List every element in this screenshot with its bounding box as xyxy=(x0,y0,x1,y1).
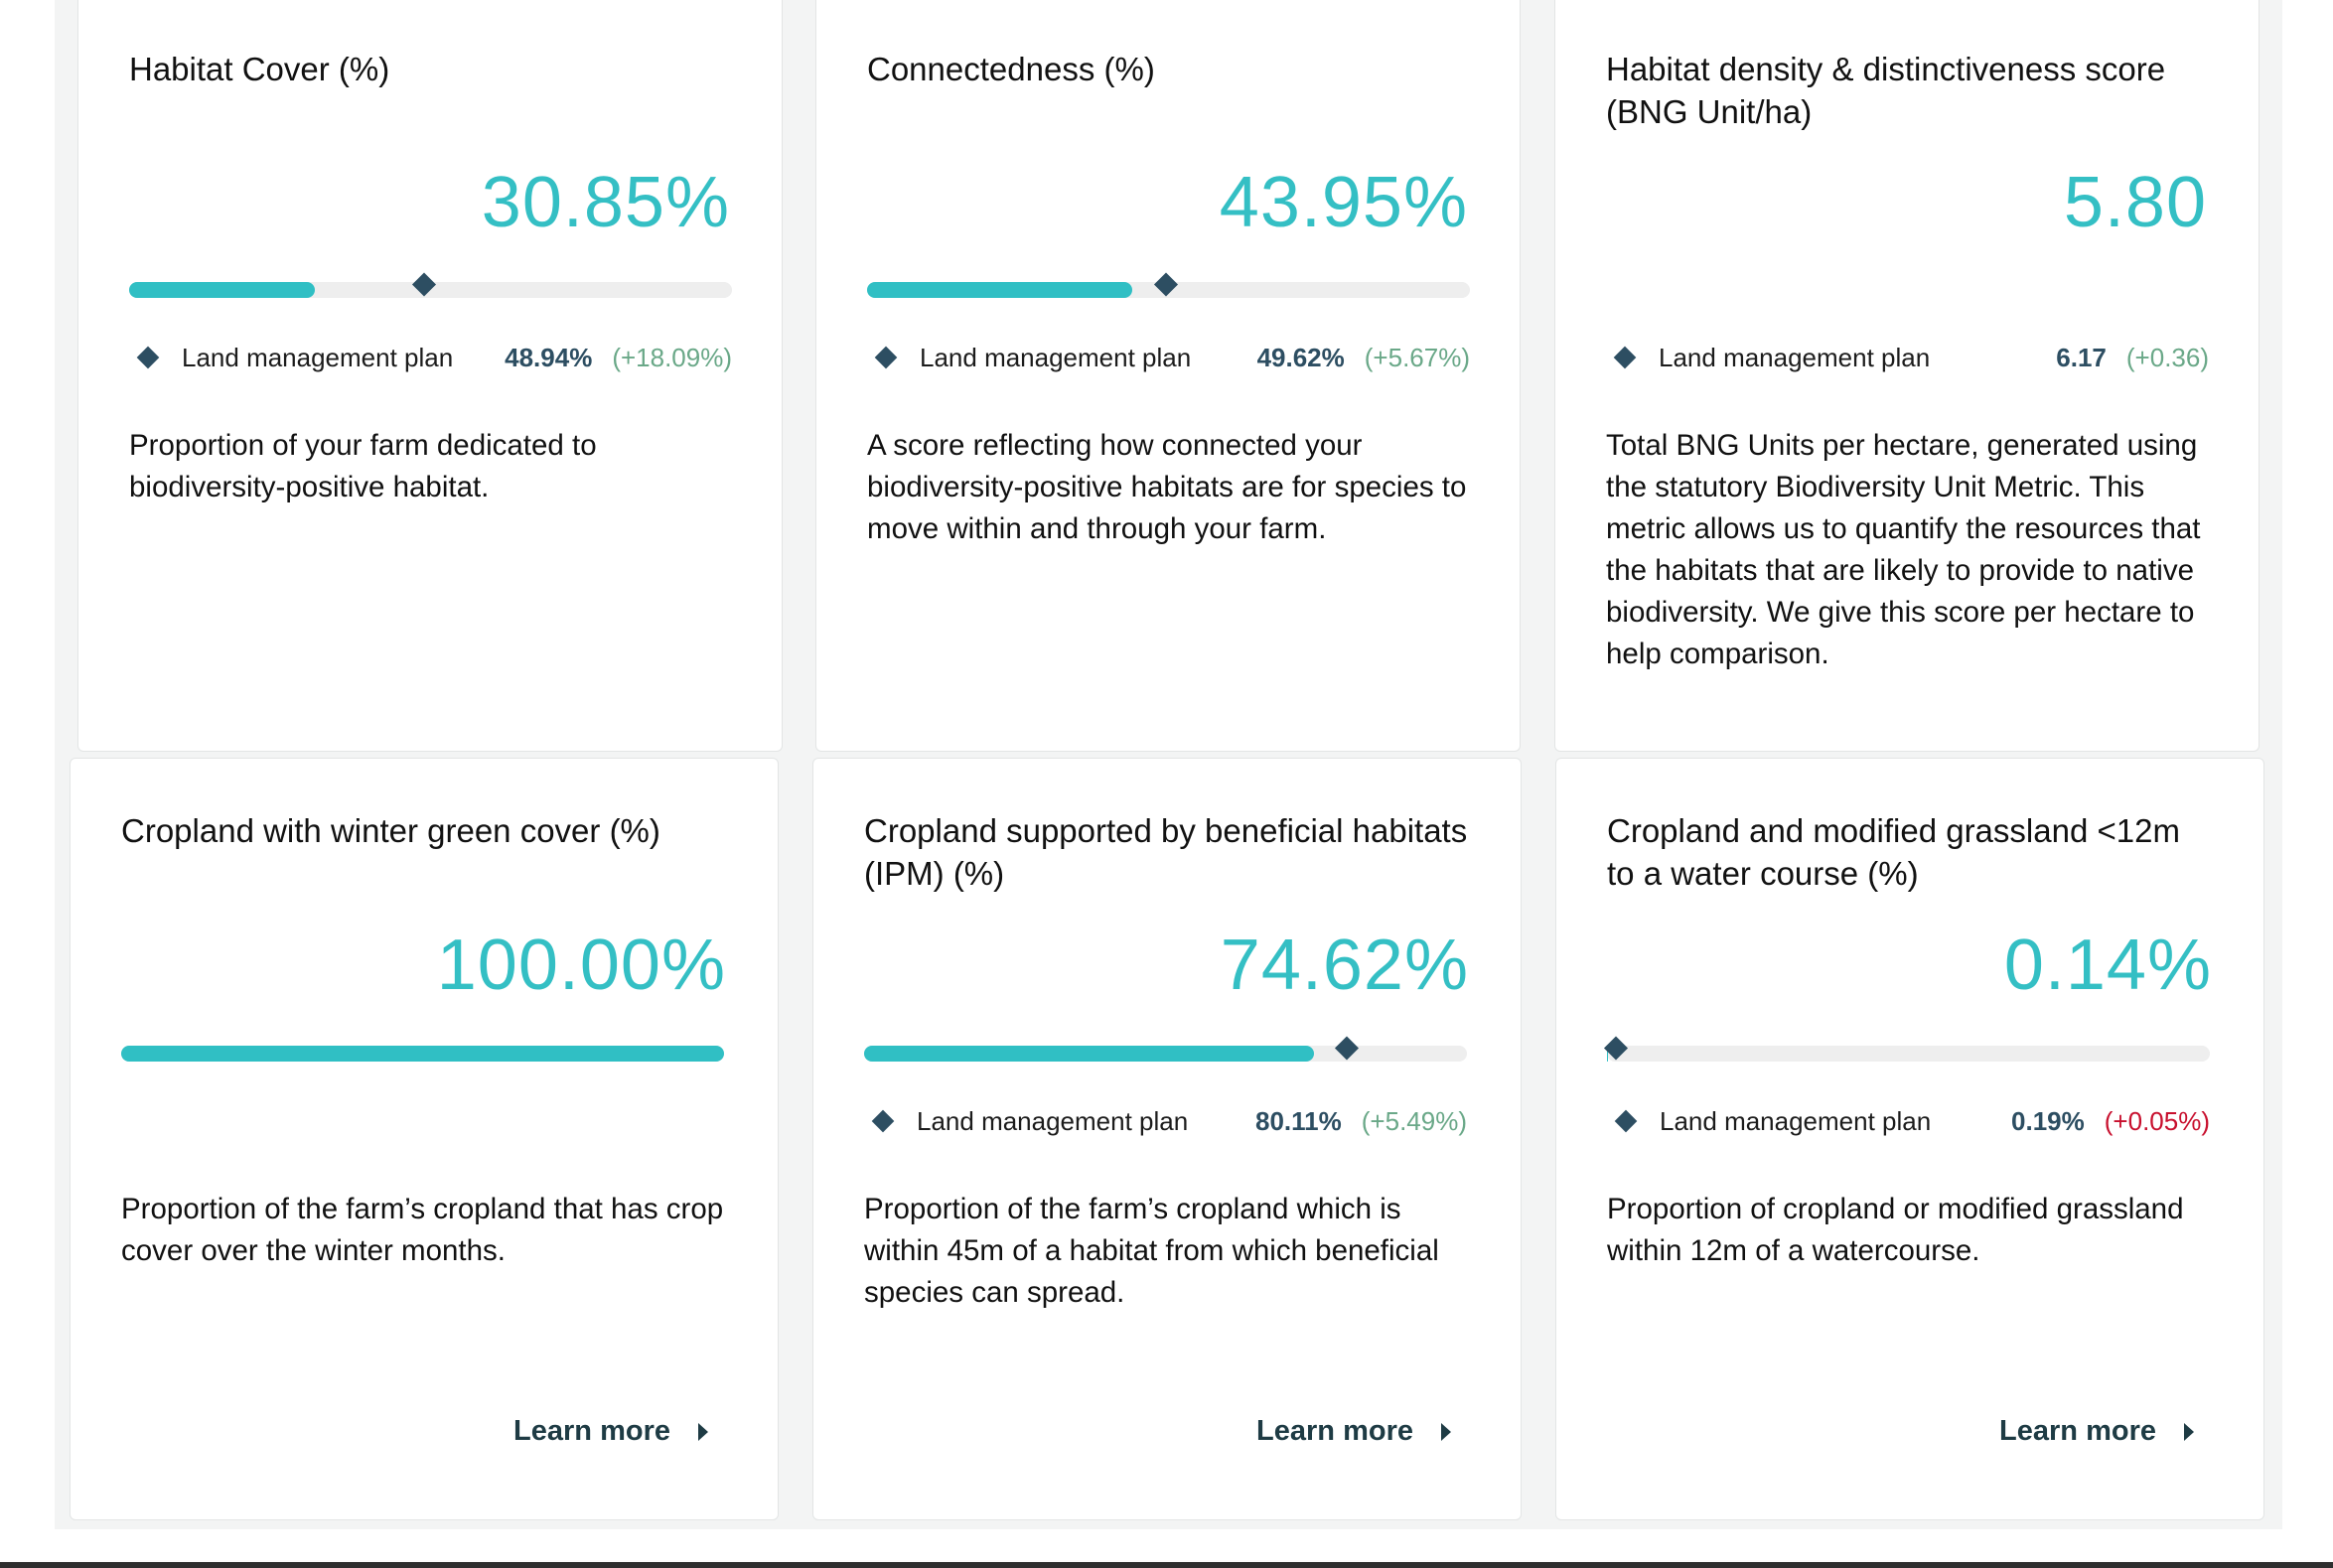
progress-bar xyxy=(864,1036,1467,1062)
learn-more-label: Learn more xyxy=(1256,1415,1413,1447)
metric-card-winter-green-cover: Cropland with winter green cover (%) 100… xyxy=(70,758,779,1520)
card-title: Habitat density & distinctiveness score … xyxy=(1606,51,2166,130)
progress-fill xyxy=(867,282,1132,298)
plan-value: 49.62% xyxy=(1256,343,1345,372)
card-description: Proportion of your farm dedicated to bio… xyxy=(129,429,597,503)
diamond-icon xyxy=(1613,346,1637,369)
plan-marker xyxy=(1335,1036,1360,1061)
legend-label: Land management plan xyxy=(917,1106,1189,1136)
progress-bar xyxy=(1604,1036,2210,1062)
metric-value: 100.00% xyxy=(436,926,726,1005)
plan-delta: (+0.05%) xyxy=(2104,1106,2210,1136)
learn-more-label: Learn more xyxy=(1999,1415,2156,1447)
plan-delta: (+0.36) xyxy=(2125,343,2209,372)
chevron-right-icon xyxy=(1441,1423,1451,1441)
card-title: Cropland and modified grassland <12m to … xyxy=(1607,812,2180,892)
progress-fill xyxy=(129,282,316,298)
plan-legend: Land management plan 49.62% (+5.67%) xyxy=(867,340,1470,375)
metric-card-habitat-density: Habitat density & distinctiveness score … xyxy=(1554,0,2260,752)
card-title: Cropland with winter green cover (%) xyxy=(121,812,660,849)
card-description: A score reflecting how connected your bi… xyxy=(867,429,1467,545)
progress-bar xyxy=(867,272,1470,298)
metric-value: 43.95% xyxy=(1219,163,1468,242)
progress-fill xyxy=(864,1046,1314,1062)
diamond-icon xyxy=(1614,1109,1638,1133)
plan-delta: (+5.49%) xyxy=(1361,1106,1467,1136)
plan-delta: (+18.09%) xyxy=(612,343,732,372)
diamond-icon xyxy=(871,1109,895,1133)
card-description: Total BNG Units per hectare, generated u… xyxy=(1606,429,2201,670)
card-title: Habitat Cover (%) xyxy=(129,51,390,87)
window-bottom-edge xyxy=(0,1562,2333,1568)
plan-legend: Land management plan 0.19% (+0.05%) xyxy=(1607,1103,2210,1139)
card-description: Proportion of the farm’s cropland which … xyxy=(864,1193,1439,1309)
card-title: Cropland supported by beneficial habitat… xyxy=(864,812,1468,892)
card-description: Proportion of cropland or modified grass… xyxy=(1607,1193,2184,1267)
metric-value: 74.62% xyxy=(1220,926,1469,1005)
progress-fill xyxy=(121,1046,724,1062)
progress-fill xyxy=(1607,1046,1608,1062)
learn-more-link[interactable]: Learn more xyxy=(513,1411,708,1451)
progress-bar xyxy=(129,272,732,298)
plan-legend: Land management plan 80.11% (+5.49%) xyxy=(864,1103,1467,1139)
chevron-right-icon xyxy=(2184,1423,2194,1441)
card-title: Connectedness (%) xyxy=(867,51,1155,87)
metric-card-connectedness: Connectedness (%) 43.95% Land management… xyxy=(815,0,1521,752)
plan-value: 48.94% xyxy=(505,343,593,372)
metric-value: 0.14% xyxy=(2003,926,2212,1005)
legend-label: Land management plan xyxy=(920,343,1192,372)
plan-value: 80.11% xyxy=(1255,1106,1342,1136)
metric-card-water-course: Cropland and modified grassland <12m to … xyxy=(1555,758,2264,1520)
legend-label: Land management plan xyxy=(1659,343,1931,372)
metric-value: 30.85% xyxy=(481,163,730,242)
metric-value: 5.80 xyxy=(2063,163,2207,242)
learn-more-link[interactable]: Learn more xyxy=(1256,1411,1451,1451)
plan-marker xyxy=(1154,272,1179,297)
metric-card-habitat-cover: Habitat Cover (%) 30.85% Land management… xyxy=(77,0,783,752)
learn-more-label: Learn more xyxy=(513,1415,670,1447)
learn-more-link[interactable]: Learn more xyxy=(1999,1411,2194,1451)
plan-legend: Land management plan 48.94% (+18.09%) xyxy=(129,340,732,375)
legend-label: Land management plan xyxy=(182,343,454,372)
card-description: Proportion of the farm’s cropland that h… xyxy=(121,1193,724,1267)
metric-card-beneficial-habitats: Cropland supported by beneficial habitat… xyxy=(812,758,1522,1520)
chevron-right-icon xyxy=(698,1423,708,1441)
legend-label: Land management plan xyxy=(1660,1106,1932,1136)
diamond-icon xyxy=(874,346,898,369)
plan-value: 0.19% xyxy=(2011,1106,2085,1136)
plan-marker xyxy=(412,272,437,297)
plan-delta: (+5.67%) xyxy=(1364,343,1470,372)
diamond-icon xyxy=(136,346,160,369)
plan-legend: Land management plan 6.17 (+0.36) xyxy=(1606,340,2209,375)
plan-value: 6.17 xyxy=(2056,343,2107,372)
progress-bar xyxy=(121,1046,724,1062)
